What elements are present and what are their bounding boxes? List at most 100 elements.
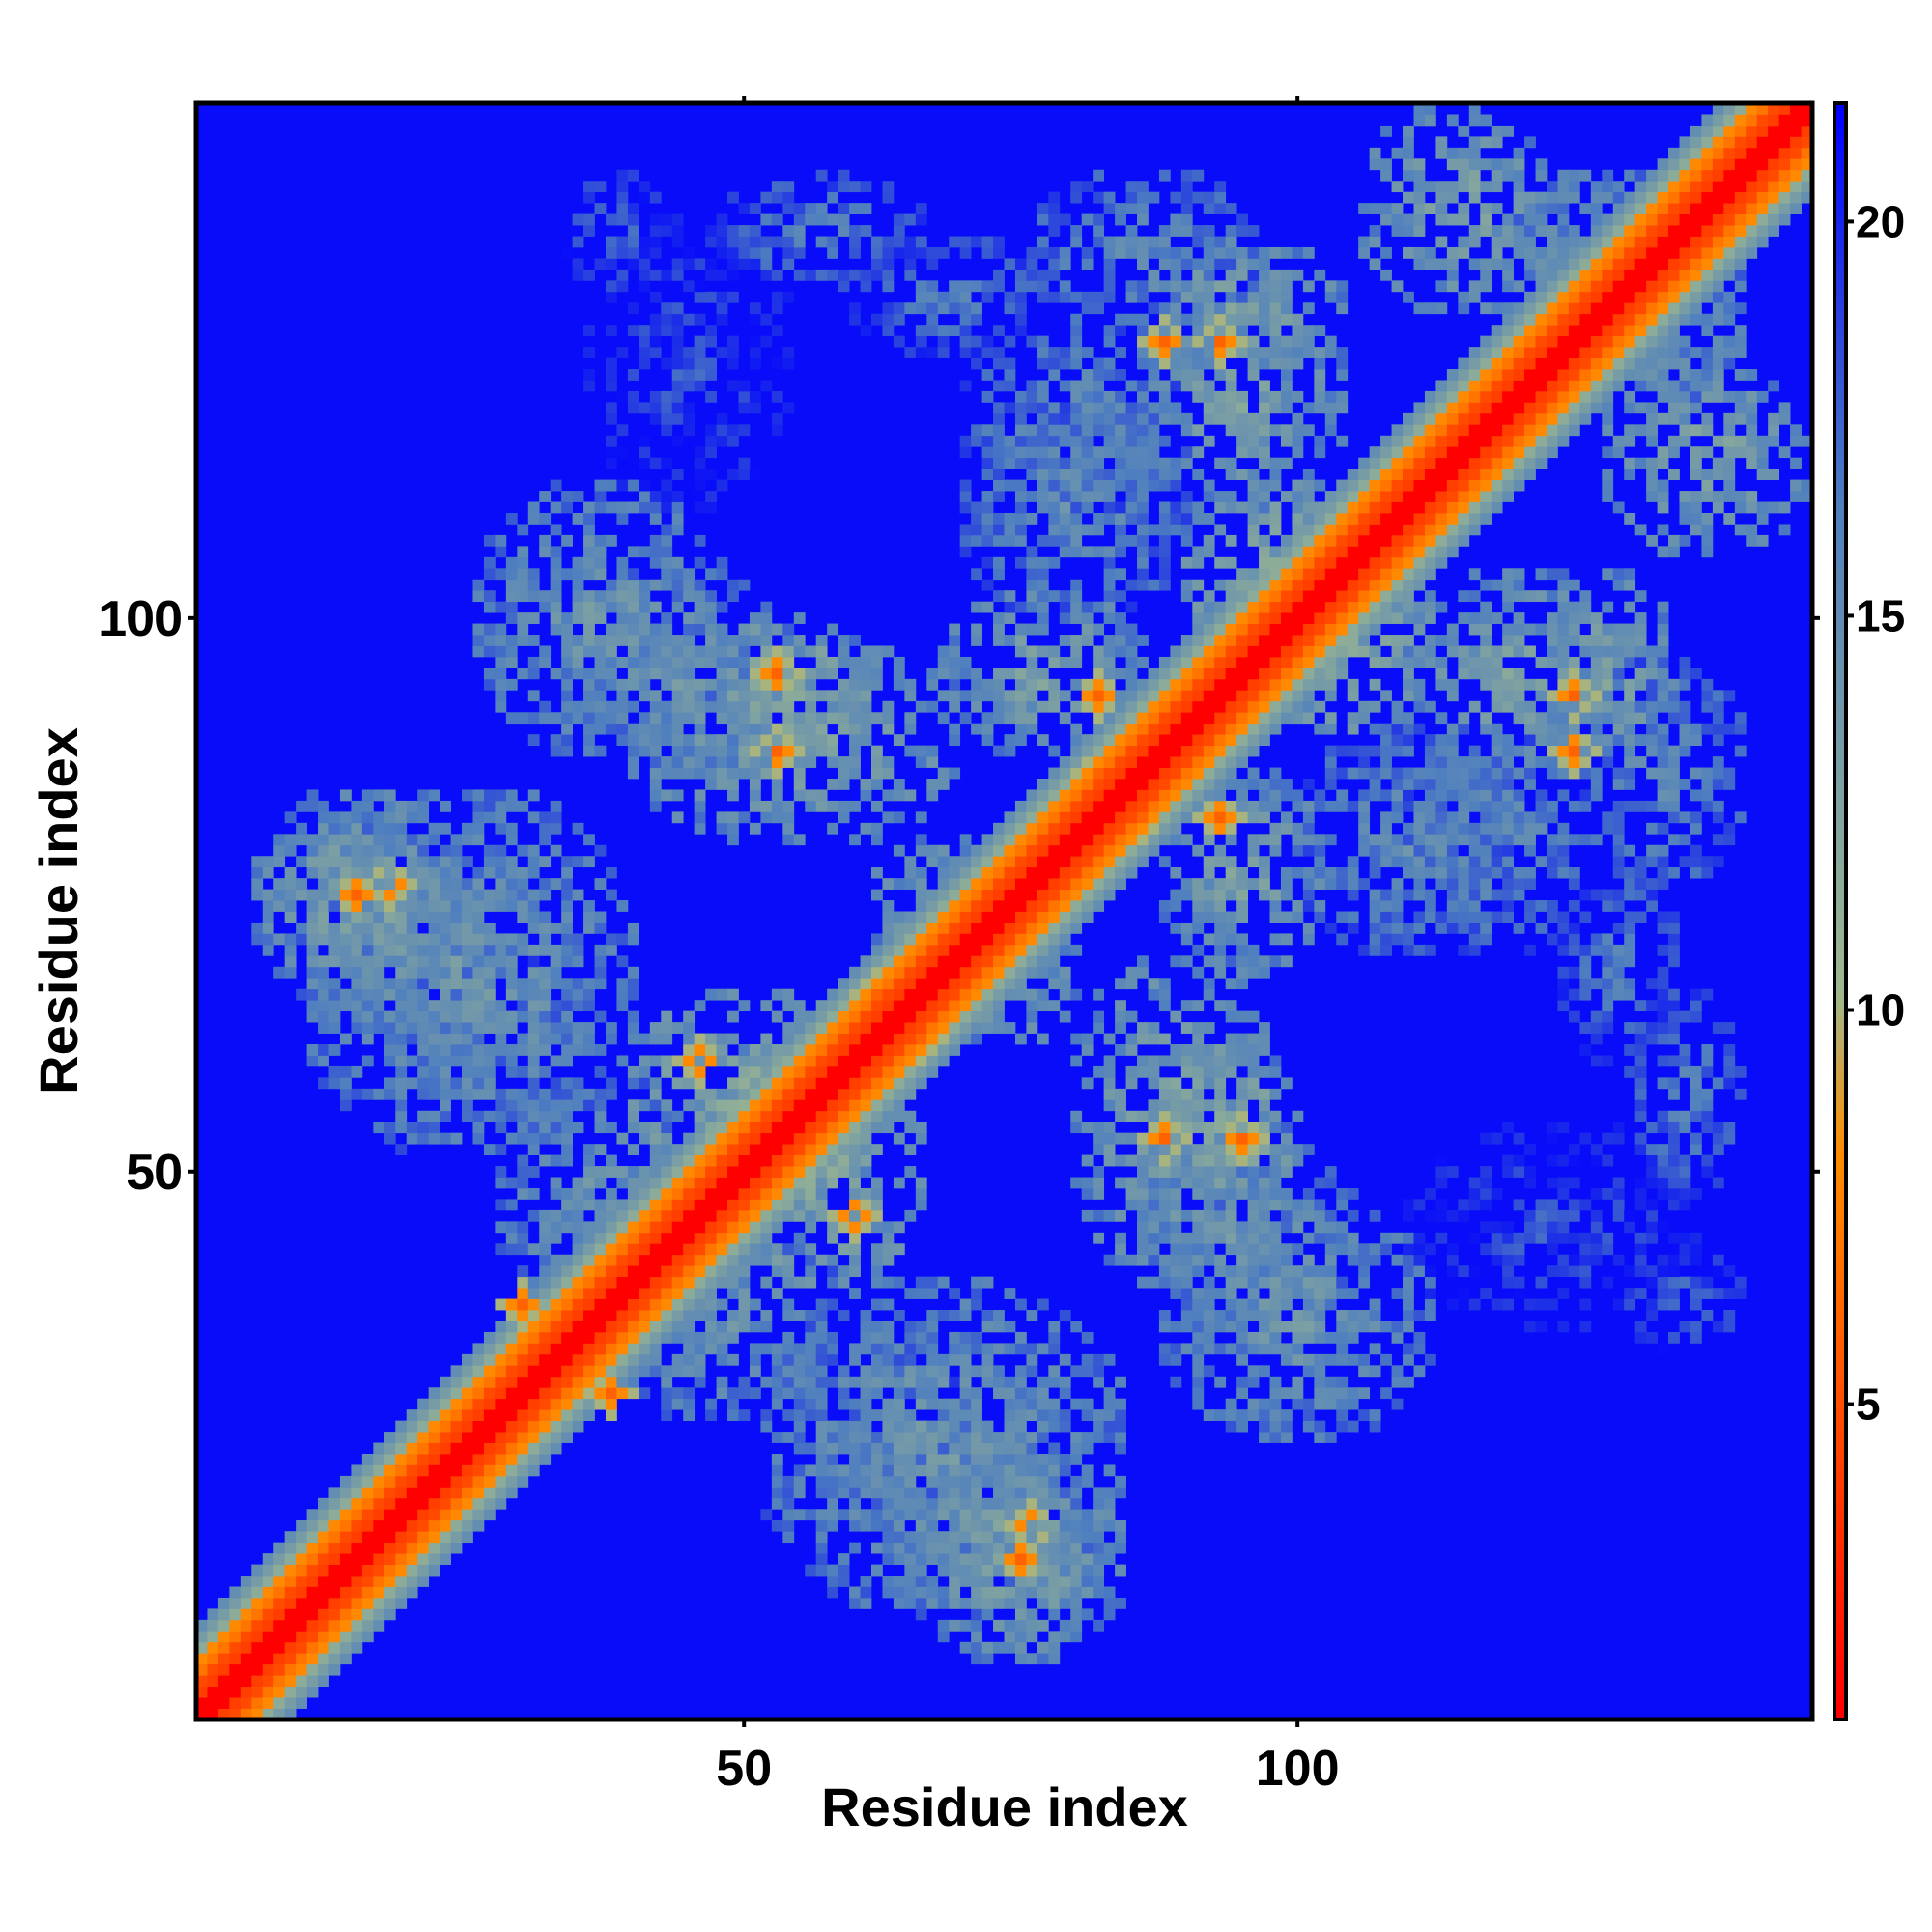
heatmap-cell bbox=[306, 1641, 319, 1654]
heatmap-cell bbox=[384, 1442, 396, 1455]
heatmap-cell bbox=[527, 668, 540, 680]
heatmap-cell bbox=[384, 933, 396, 946]
heatmap-cell bbox=[1037, 568, 1049, 581]
heatmap-cell bbox=[694, 1132, 706, 1145]
heatmap-cell bbox=[284, 834, 297, 846]
heatmap-cell bbox=[738, 767, 751, 780]
heatmap-cell bbox=[771, 668, 783, 680]
heatmap-cell bbox=[616, 1343, 629, 1355]
heatmap-cell bbox=[937, 878, 950, 890]
heatmap-cell bbox=[351, 1564, 363, 1577]
heatmap-cell bbox=[450, 1432, 463, 1443]
heatmap-cell bbox=[1048, 811, 1061, 824]
heatmap-cell bbox=[827, 1000, 839, 1012]
heatmap-cell bbox=[328, 844, 341, 857]
heatmap-cell bbox=[937, 933, 950, 946]
heatmap-cell bbox=[1059, 380, 1071, 392]
heatmap-cell bbox=[539, 1065, 552, 1078]
heatmap-cell bbox=[1037, 1509, 1049, 1521]
heatmap-cell bbox=[207, 1608, 219, 1621]
heatmap-cell bbox=[527, 867, 540, 879]
heatmap-cell bbox=[517, 844, 529, 857]
heatmap-cell bbox=[805, 1564, 817, 1577]
heatmap-cell bbox=[505, 978, 518, 990]
heatmap-cell bbox=[815, 1022, 828, 1034]
heatmap-cell bbox=[361, 1631, 374, 1643]
heatmap-cell bbox=[406, 844, 418, 857]
heatmap-cell bbox=[981, 435, 994, 447]
heatmap-cell bbox=[1137, 524, 1149, 536]
heatmap-cell bbox=[683, 1254, 696, 1266]
heatmap-cell bbox=[328, 955, 341, 968]
heatmap-cell bbox=[904, 1353, 917, 1366]
heatmap-cell bbox=[616, 1000, 629, 1012]
heatmap-cell bbox=[1004, 1564, 1016, 1577]
heatmap-cell bbox=[539, 1132, 552, 1145]
heatmap-cell bbox=[738, 1055, 751, 1067]
heatmap-cell bbox=[683, 1221, 696, 1234]
heatmap-cell bbox=[1170, 1187, 1182, 1200]
heatmap-cell bbox=[915, 291, 927, 303]
heatmap-cell bbox=[1059, 911, 1071, 923]
heatmap-cell bbox=[605, 1288, 617, 1299]
heatmap-cell bbox=[1093, 446, 1105, 459]
heatmap-cell bbox=[649, 1122, 662, 1134]
heatmap-cell bbox=[539, 1376, 552, 1388]
heatmap-cell bbox=[749, 1199, 761, 1211]
heatmap-cell bbox=[1014, 269, 1027, 281]
heatmap-cell bbox=[1014, 491, 1027, 502]
heatmap-cell bbox=[284, 811, 297, 824]
heatmap-cell bbox=[207, 1686, 219, 1698]
heatmap-cell bbox=[860, 966, 872, 979]
heatmap-cell bbox=[870, 1177, 883, 1189]
heatmap-cell bbox=[649, 1353, 662, 1366]
heatmap-cell bbox=[1115, 1154, 1126, 1167]
heatmap-cell bbox=[472, 900, 485, 912]
heatmap-cell bbox=[1170, 767, 1182, 780]
heatmap-cell bbox=[539, 1353, 552, 1366]
heatmap-cell bbox=[395, 867, 408, 879]
heatmap-cell bbox=[815, 656, 828, 668]
heatmap-cell bbox=[1070, 900, 1083, 912]
heatmap-cell bbox=[1070, 1365, 1083, 1378]
heatmap-cell bbox=[627, 1365, 639, 1378]
heatmap-cell bbox=[893, 1475, 905, 1488]
heatmap-cell bbox=[926, 1343, 939, 1355]
heatmap-cell bbox=[771, 1088, 783, 1100]
heatmap-cell bbox=[1103, 590, 1116, 603]
heatmap-cell bbox=[417, 856, 430, 868]
heatmap-cell bbox=[727, 1122, 739, 1134]
heatmap-cell bbox=[627, 390, 639, 403]
heatmap-cell bbox=[1115, 1254, 1126, 1266]
heatmap-cell bbox=[893, 811, 905, 824]
heatmap-cell bbox=[771, 325, 783, 337]
heatmap-cell bbox=[594, 601, 607, 613]
heatmap-cell bbox=[1014, 1432, 1027, 1443]
heatmap-cell bbox=[971, 690, 982, 702]
heatmap-cell bbox=[550, 1442, 562, 1455]
heatmap-cell bbox=[771, 181, 783, 193]
heatmap-cell bbox=[505, 889, 518, 901]
heatmap-cell bbox=[981, 1000, 994, 1012]
heatmap-cell bbox=[993, 900, 1005, 912]
heatmap-cell bbox=[495, 678, 507, 691]
heatmap-cell bbox=[594, 1044, 607, 1056]
heatmap-cell bbox=[870, 1564, 883, 1577]
heatmap-cell bbox=[561, 1199, 573, 1211]
heatmap-cell bbox=[671, 1209, 684, 1222]
heatmap-cell bbox=[882, 246, 895, 259]
heatmap-cell bbox=[649, 556, 662, 569]
heatmap-cell bbox=[1103, 756, 1116, 768]
heatmap-cell bbox=[505, 1331, 518, 1344]
heatmap-cell bbox=[971, 944, 982, 956]
heatmap-cell bbox=[1037, 402, 1049, 414]
heatmap-cell bbox=[749, 1321, 761, 1333]
heatmap-cell bbox=[1115, 435, 1126, 447]
heatmap-cell bbox=[705, 1209, 717, 1222]
heatmap-cell bbox=[815, 1387, 828, 1400]
heatmap-cell bbox=[971, 435, 982, 447]
heatmap-cell bbox=[949, 280, 961, 293]
heatmap-cell bbox=[993, 922, 1005, 934]
heatmap-cell bbox=[1014, 1442, 1027, 1455]
heatmap-cell bbox=[561, 568, 573, 581]
